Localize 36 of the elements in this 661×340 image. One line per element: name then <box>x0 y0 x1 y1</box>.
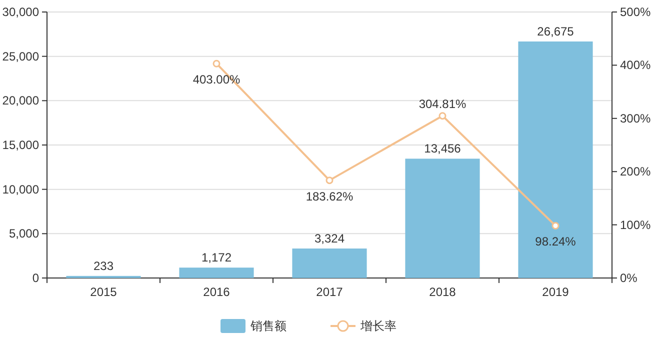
y-tick-label: 20,000 <box>2 94 40 108</box>
y-tick-label: 15,000 <box>2 138 40 152</box>
bar <box>292 248 367 278</box>
legend-label: 增长率 <box>360 319 396 333</box>
y-tick-label: 10,000 <box>2 182 40 196</box>
x-tick-label: 2015 <box>90 285 118 299</box>
y2-tick-label: 0% <box>620 271 638 285</box>
y2-tick-label: 500% <box>620 5 652 19</box>
x-tick-label: 2018 <box>429 285 456 299</box>
bar <box>179 268 254 278</box>
x-tick-label: 2017 <box>316 285 344 299</box>
data-label: 1,172 <box>201 250 232 265</box>
point <box>438 112 446 120</box>
y-tick-label: 5,000 <box>8 226 40 241</box>
data-label: 13,456 <box>424 142 462 156</box>
x-tick-label: 2019 <box>542 285 570 299</box>
data-label: 26,675 <box>537 24 574 38</box>
point <box>212 60 220 68</box>
y2-tick-label: 400% <box>620 58 652 72</box>
data-label: 3,324 <box>314 232 345 246</box>
data-label: 233 <box>93 258 114 273</box>
data-label: 304.81% <box>418 96 467 111</box>
y2-tick-label: 300% <box>620 111 652 126</box>
bar <box>405 158 480 278</box>
y2-tick-label: 200% <box>620 164 652 179</box>
legend-label: 销售额 <box>250 319 286 333</box>
data-label: 183.62% <box>306 189 354 204</box>
y-tick-label: 25,000 <box>2 49 40 64</box>
x-tick-label: 2016 <box>203 285 230 299</box>
data-label: 98.24% <box>535 234 576 249</box>
point <box>552 222 560 230</box>
y-tick-label: 0 <box>32 271 40 285</box>
y2-tick-label: 100% <box>620 218 652 232</box>
bar <box>518 41 593 278</box>
y-tick-label: 30,000 <box>2 5 40 19</box>
point <box>326 176 334 184</box>
